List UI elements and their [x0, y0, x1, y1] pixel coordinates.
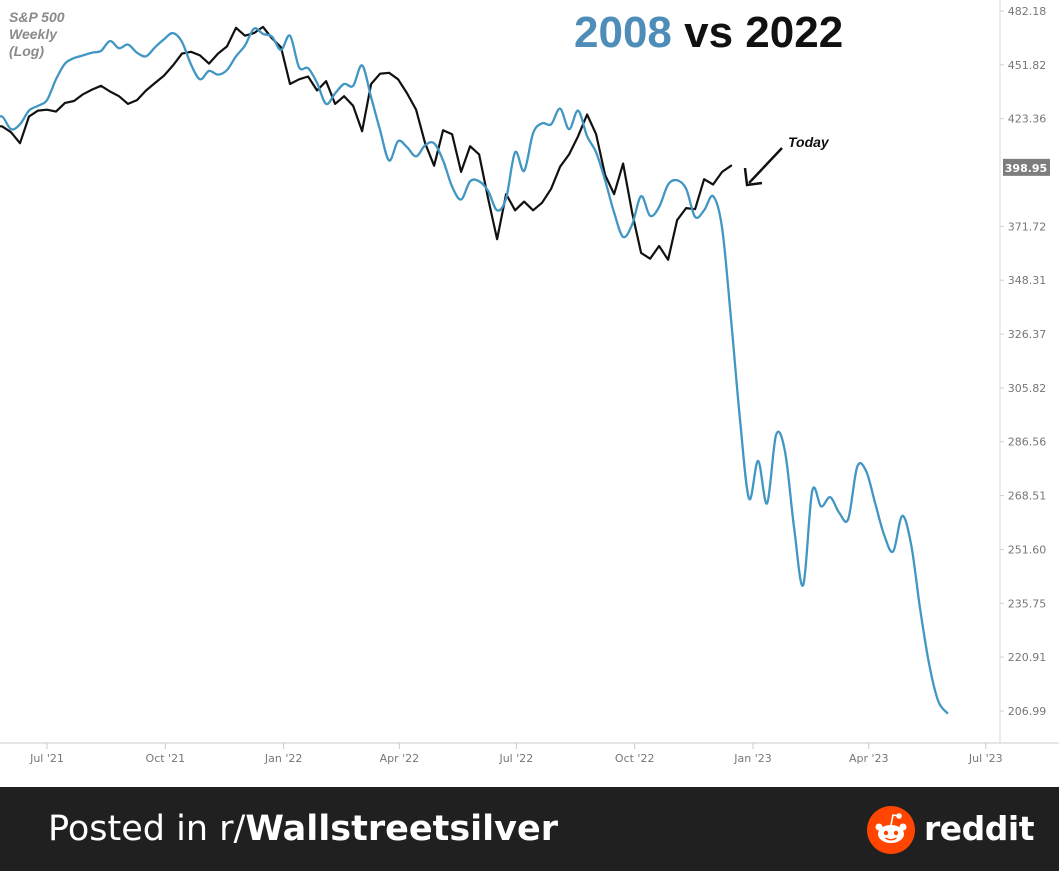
y-tick-label: 371.72	[1008, 220, 1047, 233]
title-part: 2022	[745, 8, 843, 57]
reddit-footer: Posted in r/Wallstreetsilver reddit	[0, 787, 1059, 871]
y-tick-label: 268.51	[1008, 490, 1047, 503]
y-tick-label: 251.60	[1008, 543, 1047, 556]
y-tick-label: 348.31	[1008, 274, 1047, 287]
y-tick-label: 206.99	[1008, 705, 1047, 718]
chart-area: S&P 500 Weekly (Log) 2008 vs 2022 482.18 45…	[0, 0, 1059, 765]
footer-caption: Posted in r/Wallstreetsilver	[48, 809, 558, 849]
x-tick-label: Apr '23	[849, 752, 889, 765]
footer-community[interactable]: Wallstreetsilver	[245, 809, 558, 849]
today-label: Today	[788, 134, 830, 150]
today-arrow-head	[743, 167, 763, 187]
today-arrow-shaft	[748, 147, 783, 184]
reddit-logo-icon	[867, 806, 915, 854]
x-tick-label: Jan '22	[264, 752, 302, 765]
subtitle-line: Weekly	[9, 26, 58, 42]
y-tick-label: 451.82	[1008, 59, 1047, 72]
subtitle-line: S&P 500	[9, 9, 65, 25]
x-tick-label: Jan '23	[733, 752, 771, 765]
x-tick-label: Oct '21	[146, 752, 186, 765]
y-tick-label: 305.82	[1008, 382, 1047, 395]
title-part: vs	[672, 8, 745, 57]
x-tick-label: Jul '23	[968, 752, 1003, 765]
chart-title: 2008 vs 2022	[574, 8, 843, 57]
y-tick-label: 482.18	[1008, 5, 1047, 18]
x-tick-label: Jul '22	[498, 752, 533, 765]
y-tick-label: 398.95	[1005, 162, 1047, 175]
annotation-today: Today	[743, 134, 830, 187]
title-part: 2008	[574, 8, 672, 57]
series-line-2008	[0, 27, 949, 715]
y-tick-label: 286.56	[1008, 436, 1047, 449]
subtitle-line: (Log)	[9, 43, 44, 59]
y-tick-label: 326.37	[1008, 328, 1047, 341]
y-axis: 482.18 451.82 423.36 398.95 371.72 348.31 326.…	[999, 0, 1050, 743]
footer-prefix: Posted in r/	[48, 809, 246, 849]
reddit-wordmark: reddit	[924, 809, 1035, 848]
y-tick-label: 220.91	[1008, 651, 1047, 664]
x-tick-label: Apr '22	[380, 752, 420, 765]
y-tick-label: 423.36	[1008, 113, 1047, 126]
y-tick-label: 235.75	[1008, 597, 1047, 610]
y-current-badge	[1003, 158, 1050, 176]
series-line-2022	[0, 25, 733, 261]
x-tick-label: Oct '22	[615, 752, 655, 765]
x-tick-label: Jul '21	[29, 752, 64, 765]
series-group	[0, 25, 949, 715]
x-axis: Jul '21 Oct '21 Jan '22 Apr '22 Jul '22 Oct '…	[0, 742, 1059, 765]
